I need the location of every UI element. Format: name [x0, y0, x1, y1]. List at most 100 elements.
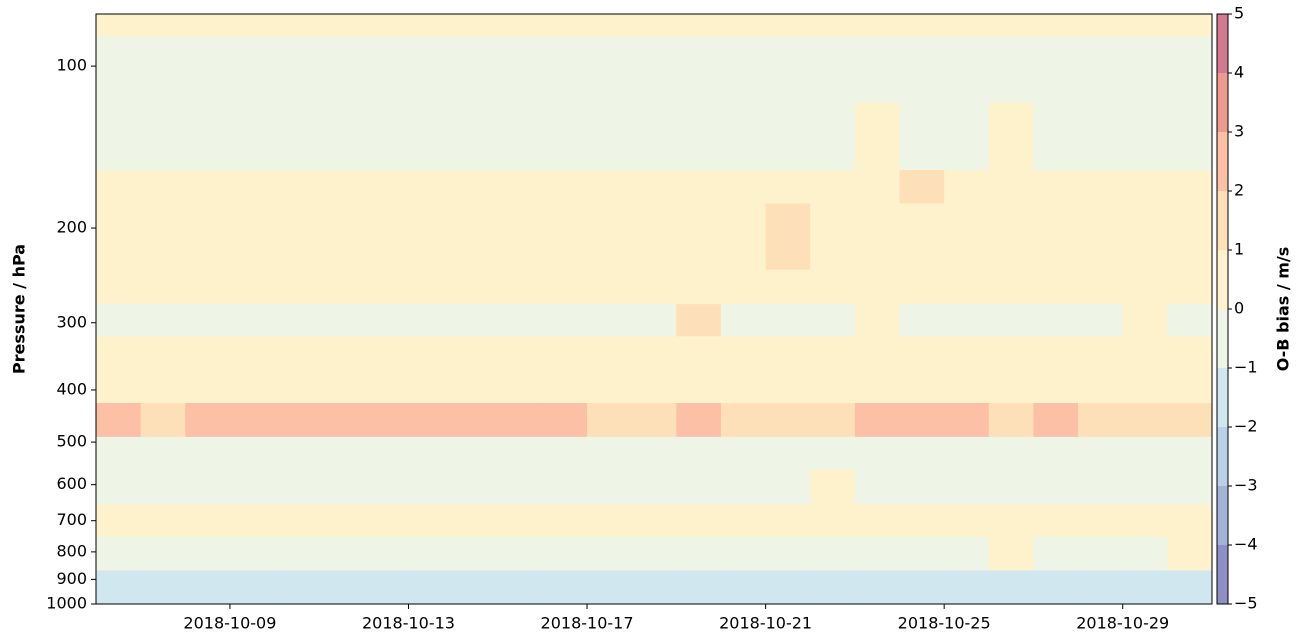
colorbar-tick-label: −3 [1234, 476, 1258, 495]
heatmap-cell [631, 570, 677, 605]
heatmap-cell [140, 203, 186, 271]
heatmap-cell [363, 102, 409, 171]
heatmap-cell [899, 269, 945, 305]
x-tick-label: 2018-10-17 [541, 614, 634, 633]
heatmap-cell [363, 536, 409, 571]
heatmap-cell [319, 403, 365, 438]
heatmap-cell [1122, 504, 1168, 538]
heatmap-cell [1122, 369, 1168, 404]
heatmap-cell [274, 269, 320, 305]
heatmap-cell [96, 14, 142, 37]
heatmap-cell [185, 536, 231, 571]
heatmap-cell [587, 102, 633, 171]
heatmap-cell [631, 536, 677, 571]
heatmap-cell [988, 504, 1034, 538]
heatmap-cell [899, 304, 945, 337]
heatmap-cell [185, 403, 231, 438]
heatmap-cell [229, 403, 276, 438]
heatmap-cell [185, 570, 231, 605]
heatmap-cell [363, 14, 409, 37]
heatmap-cell [542, 570, 588, 605]
heatmap-cell [1167, 36, 1213, 104]
heatmap-cell [1033, 536, 1079, 571]
heatmap-cell [542, 170, 588, 204]
colorbar-tick-label: 3 [1234, 122, 1244, 141]
colorbar-tick-label: 2 [1234, 181, 1244, 200]
heatmap-cell [720, 536, 767, 571]
heatmap-cell [408, 14, 454, 37]
heatmap-cell [676, 304, 722, 337]
heatmap-cell [587, 170, 633, 204]
heatmap-cell [363, 436, 409, 471]
heatmap-cell [140, 14, 186, 37]
heatmap-cell [96, 504, 142, 538]
heatmap-cell [676, 536, 722, 571]
colorbar-tick-label: 0 [1234, 299, 1244, 318]
heatmap-cell [944, 36, 990, 104]
heatmap-cell [1033, 336, 1079, 371]
heatmap-cell [720, 36, 767, 104]
heatmap-cell [944, 102, 990, 171]
heatmap-cell [810, 336, 856, 371]
heatmap-cell [363, 269, 409, 305]
heatmap-cell [453, 504, 499, 538]
heatmap-cell [631, 369, 677, 404]
heatmap-cell [542, 403, 588, 438]
heatmap-cell [854, 469, 901, 505]
heatmap-cell [185, 269, 231, 305]
heatmap-cell [319, 504, 365, 538]
heatmap-cell [542, 269, 588, 305]
heatmap-cell [854, 403, 901, 438]
heatmap-cell [765, 469, 811, 505]
colorbar-segment [1217, 132, 1228, 191]
heatmap-cell [497, 203, 543, 271]
heatmap-cell [720, 369, 767, 404]
heatmap-cell [453, 14, 499, 37]
heatmap-cell [140, 403, 186, 438]
heatmap-cell [96, 304, 142, 337]
heatmap-cell [1033, 36, 1079, 104]
heatmap-cell [1122, 536, 1168, 571]
heatmap-cell [631, 336, 677, 371]
heatmap-cell [988, 14, 1034, 37]
heatmap-cell [453, 304, 499, 337]
heatmap-cell [185, 336, 231, 371]
heatmap-cell [810, 102, 856, 171]
heatmap-cell [274, 436, 320, 471]
heatmap-cell [810, 269, 856, 305]
heatmap-cell [1078, 536, 1124, 571]
heatmap-cell [497, 269, 543, 305]
heatmap-cell [229, 469, 276, 505]
heatmap-cell [1122, 403, 1168, 438]
heatmap-cell [1033, 469, 1079, 505]
heatmap-cell [765, 170, 811, 204]
heatmap-cell [1078, 336, 1124, 371]
heatmap-cell [676, 36, 722, 104]
heatmap-cell [408, 203, 454, 271]
heatmap-cell [408, 369, 454, 404]
heatmap-cell [854, 170, 901, 204]
heatmap-cell [765, 304, 811, 337]
heatmap-cell [408, 269, 454, 305]
heatmap-cell [185, 170, 231, 204]
heatmap-cell [274, 469, 320, 505]
x-tick-label: 2018-10-13 [362, 614, 455, 633]
heatmap-cell [1033, 14, 1079, 37]
heatmap-cell [1078, 369, 1124, 404]
heatmap-cell [96, 36, 142, 104]
heatmap-cell [319, 536, 365, 571]
heatmap-cell [497, 304, 543, 337]
y-tick-label: 200 [56, 218, 87, 237]
heatmap-cell [988, 570, 1034, 605]
heatmap-cell [1078, 102, 1124, 171]
heatmap-cell [497, 36, 543, 104]
heatmap-cell [765, 102, 811, 171]
heatmap-cell [274, 403, 320, 438]
heatmap-cell [720, 469, 767, 505]
heatmap-cell [96, 369, 142, 404]
heatmap-cell [542, 14, 588, 37]
heatmap-cell [854, 536, 901, 571]
heatmap-cell [96, 403, 142, 438]
heatmap-cell [765, 536, 811, 571]
